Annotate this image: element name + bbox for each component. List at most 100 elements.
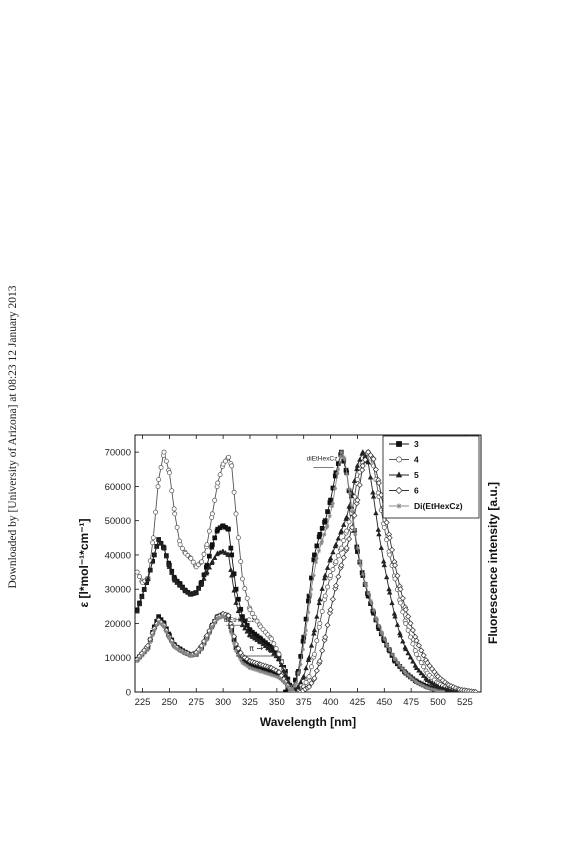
data-point	[204, 636, 210, 641]
data-point	[403, 621, 409, 626]
data-point	[155, 536, 162, 542]
data-point	[370, 455, 377, 463]
y-axis-ticks: 0 10000 20000 30000 40000 50000 60000 70000	[105, 448, 139, 699]
data-point	[370, 489, 376, 495]
data-point	[451, 688, 456, 692]
data-point	[297, 679, 304, 685]
data-point	[228, 572, 235, 578]
data-point	[400, 666, 405, 671]
data-point	[198, 581, 205, 586]
data-point	[275, 669, 283, 676]
data-point	[374, 617, 379, 623]
data-point	[283, 681, 288, 686]
data-point	[247, 632, 253, 638]
data-point	[231, 641, 237, 646]
data-point	[150, 540, 156, 546]
data-point	[397, 663, 402, 668]
data-point	[196, 650, 201, 655]
data-point	[311, 675, 318, 682]
data-point	[201, 575, 207, 581]
data-point	[387, 647, 392, 653]
data-point	[386, 589, 393, 595]
data-point	[174, 579, 180, 585]
data-point	[268, 647, 275, 653]
data-point	[212, 497, 218, 503]
data-point	[389, 546, 396, 553]
series-Di(EtHexCz)	[135, 450, 446, 692]
data-point	[298, 654, 304, 659]
data-point	[396, 441, 402, 447]
data-point	[306, 610, 311, 615]
annotation-label: diEtHexCz	[224, 617, 255, 624]
data-point	[244, 595, 250, 601]
data-point	[139, 653, 144, 658]
data-point	[367, 474, 374, 480]
data-point	[355, 545, 360, 551]
data-point	[222, 549, 229, 555]
data-point	[325, 584, 331, 590]
data-point	[298, 662, 303, 667]
data-point	[207, 553, 212, 559]
data-point	[210, 542, 215, 548]
data-point	[141, 586, 147, 592]
data-point	[177, 582, 183, 588]
y-tick-label: 20000	[105, 619, 131, 630]
x-tick-label: 400	[323, 697, 339, 708]
data-point	[359, 466, 366, 473]
legend-label: 6	[414, 486, 419, 496]
data-point	[441, 689, 446, 692]
data-point	[322, 532, 327, 537]
data-point	[372, 466, 379, 473]
data-point	[410, 658, 416, 664]
data-point	[375, 526, 382, 532]
y-tick-label: 40000	[105, 550, 131, 561]
data-point	[426, 678, 433, 684]
data-point	[397, 586, 404, 593]
data-point	[303, 632, 308, 637]
data-point	[164, 630, 169, 635]
legend-entry: 4	[389, 455, 419, 465]
data-point	[322, 518, 328, 524]
data-point	[360, 572, 366, 577]
legend: 3 4 5 6 Di(EtHexCz)	[382, 435, 480, 519]
data-point	[325, 523, 330, 528]
data-point	[380, 631, 385, 636]
data-point	[238, 559, 244, 565]
x-tick-label: 525	[457, 697, 473, 708]
data-point	[354, 462, 361, 468]
data-point	[206, 528, 212, 534]
data-point	[209, 511, 215, 517]
data-point	[389, 600, 395, 606]
x-tick-label: 375	[296, 697, 312, 708]
data-point	[269, 636, 274, 642]
data-point	[296, 670, 301, 676]
x-tick-label: 475	[403, 697, 419, 708]
legend-entry: 3	[389, 439, 419, 449]
data-point	[148, 640, 153, 645]
x-tick-label: 450	[376, 697, 392, 708]
data-point	[306, 683, 313, 690]
data-point	[242, 625, 248, 631]
series-line	[136, 614, 294, 692]
data-point	[375, 479, 382, 486]
data-point	[280, 667, 287, 673]
data-point	[235, 608, 242, 614]
data-point	[137, 574, 142, 580]
data-point	[365, 459, 371, 465]
data-point	[385, 643, 390, 648]
data-point	[390, 652, 395, 657]
data-point	[335, 573, 342, 580]
data-point	[308, 592, 313, 597]
data-point	[287, 689, 292, 692]
data-point	[229, 631, 234, 636]
data-point	[171, 506, 177, 512]
data-point	[226, 454, 231, 460]
data-point	[429, 679, 435, 685]
data-point	[335, 553, 341, 559]
data-point	[235, 645, 242, 652]
data-point	[185, 589, 191, 595]
data-point	[338, 545, 344, 551]
data-point	[395, 486, 403, 495]
data-point	[328, 573, 334, 578]
data-point	[322, 572, 328, 578]
